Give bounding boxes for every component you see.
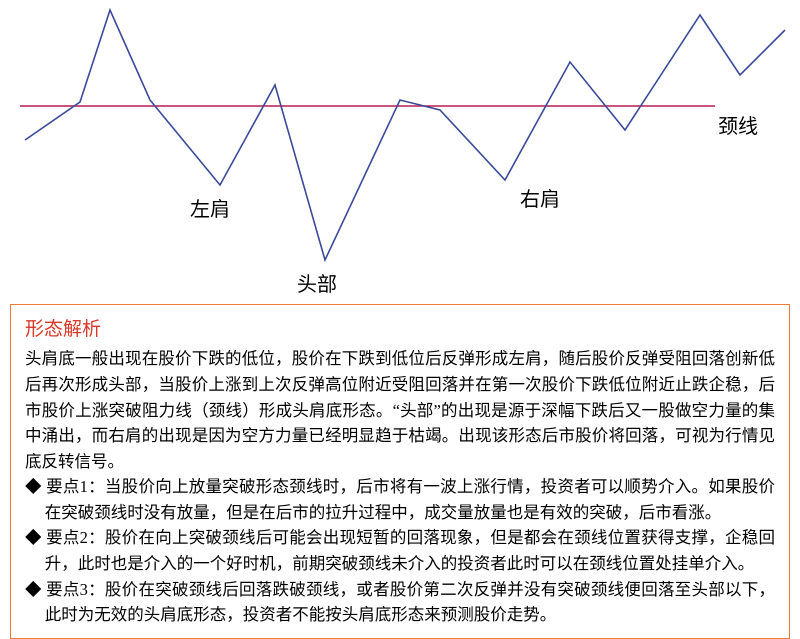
label-neckline: 颈线 <box>718 110 758 139</box>
pattern-analysis-box: 形态解析 头肩底一般出现在股价下跌的低位，股价在下跌到低位后反弹形成左肩，随后股… <box>10 304 790 639</box>
analysis-point-3: ◆ 要点3：股价在突破颈线后回落跌破颈线，或者股价第二次反弹并没有突破颈线便回落… <box>25 577 775 628</box>
head-shoulders-bottom-chart: 左肩 头部 右肩 颈线 <box>0 0 800 300</box>
label-right-shoulder: 右肩 <box>520 183 560 212</box>
label-head: 头部 <box>297 268 337 297</box>
analysis-title: 形态解析 <box>25 315 775 344</box>
price-polyline <box>25 10 785 260</box>
label-left-shoulder: 左肩 <box>190 193 230 222</box>
analysis-intro: 头肩底一般出现在股价下跌的低位，股价在下跌到低位后反弹形成左肩，随后股价反弹受阻… <box>25 346 775 474</box>
analysis-point-2: ◆ 要点2：股价在向上突破颈线后可能会出现短暂的回落现象，但是都会在颈线位置获得… <box>25 525 775 576</box>
chart-svg <box>0 0 800 300</box>
analysis-point-1: ◆ 要点1：当股价向上放量突破形态颈线时，后市将有一波上涨行情，投资者可以顺势介… <box>25 474 775 525</box>
